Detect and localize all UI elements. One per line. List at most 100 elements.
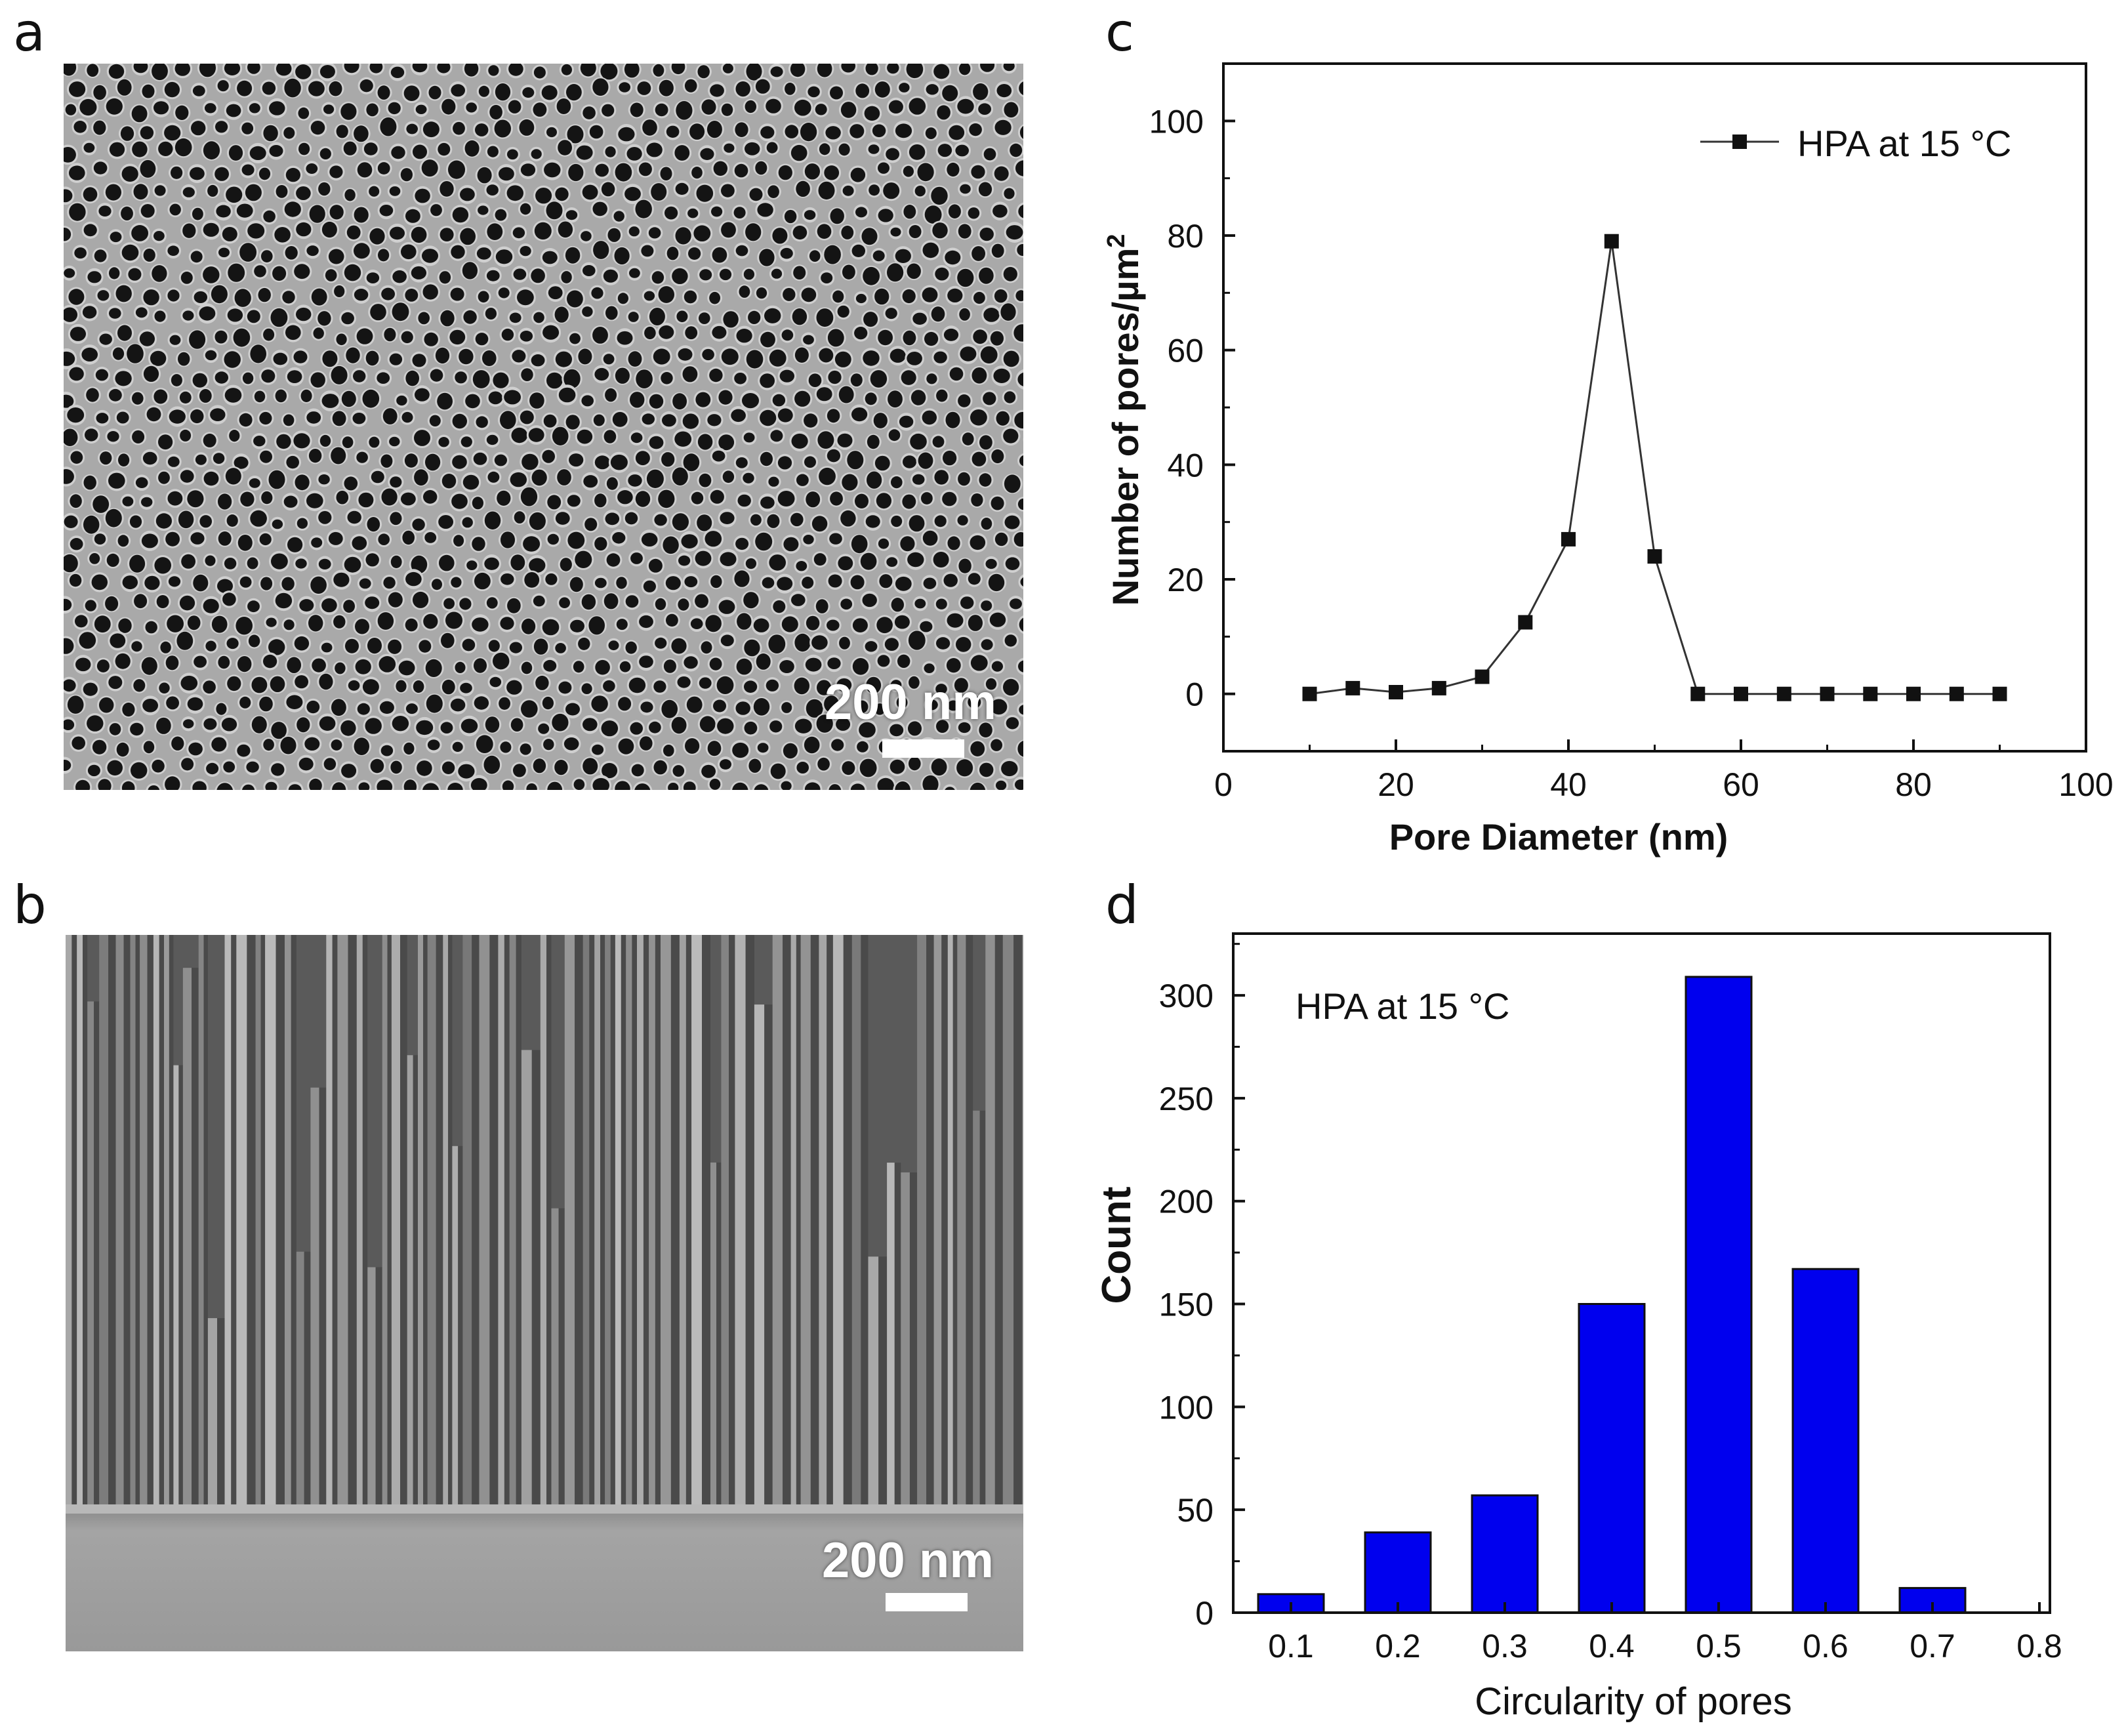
pore: [642, 119, 657, 136]
pore: [1001, 760, 1018, 777]
pore: [400, 168, 413, 182]
pore: [779, 660, 794, 673]
pore: [914, 598, 926, 609]
pore: [606, 553, 621, 567]
pore: [309, 778, 322, 790]
pore: [180, 429, 192, 442]
pore: [181, 758, 194, 771]
pore: [295, 558, 307, 569]
pore: [109, 388, 122, 402]
pore: [487, 471, 500, 483]
pore: [594, 577, 607, 589]
pore: [888, 100, 903, 114]
pore: [830, 491, 843, 506]
pore: [863, 312, 878, 327]
pore: [792, 225, 807, 240]
pore: [804, 413, 818, 428]
chart-c-xtick-label: 60: [1723, 766, 1759, 803]
pore: [478, 205, 489, 215]
pore: [847, 451, 864, 470]
pore: [441, 761, 455, 775]
pore: [203, 222, 219, 237]
pore: [1015, 779, 1023, 790]
pore: [649, 308, 665, 325]
pore: [807, 86, 820, 98]
pore: [455, 661, 466, 673]
pore: [937, 105, 951, 120]
pore: [182, 223, 196, 238]
pore: [824, 695, 839, 713]
pore: [834, 351, 851, 367]
pore: [603, 430, 617, 444]
pore: [612, 532, 626, 544]
nanochannel-wall: [649, 935, 655, 1512]
pore: [979, 435, 992, 450]
pore: [328, 249, 344, 264]
nanochannel-gap: [941, 935, 948, 1512]
pore: [160, 641, 171, 653]
pore: [593, 241, 609, 259]
pore: [1018, 204, 1023, 218]
pore: [851, 535, 868, 554]
pore: [554, 306, 569, 323]
pore: [452, 207, 469, 223]
pore: [819, 143, 830, 155]
pore: [592, 78, 609, 96]
pore: [567, 531, 585, 549]
pore: [87, 64, 99, 77]
pore: [914, 186, 926, 197]
pore: [405, 703, 418, 714]
pore: [697, 65, 710, 79]
pore: [817, 757, 830, 771]
pore: [81, 347, 98, 362]
pore: [666, 247, 679, 260]
pore: [507, 149, 518, 160]
pore: [380, 745, 394, 756]
nanochannel-wall: [551, 1208, 559, 1512]
pore: [247, 557, 258, 569]
pore: [756, 287, 767, 299]
pore: [867, 471, 882, 489]
pore: [432, 579, 442, 590]
pore: [701, 764, 716, 778]
pore: [996, 84, 1012, 98]
pore: [64, 189, 73, 203]
pore: [869, 184, 880, 196]
pore: [379, 701, 394, 714]
pore: [768, 476, 779, 487]
pore: [226, 104, 241, 117]
pore: [603, 680, 615, 692]
pore: [980, 346, 998, 363]
pore: [750, 514, 762, 526]
pore: [617, 331, 633, 345]
pore: [722, 470, 735, 483]
nanochannel-gap: [448, 935, 453, 1512]
pore: [158, 434, 173, 450]
pore: [411, 555, 428, 574]
pore: [242, 372, 254, 384]
pore: [630, 552, 643, 564]
pore: [486, 270, 500, 281]
nanochannel-wall: [679, 935, 686, 1512]
pore: [70, 451, 83, 464]
pore: [498, 287, 510, 299]
pore: [108, 64, 125, 79]
panel-letter-a: a: [13, 2, 46, 63]
pore: [949, 367, 964, 381]
pore: [989, 612, 1006, 627]
pore: [287, 537, 303, 552]
pore: [800, 123, 817, 142]
pore: [629, 268, 640, 278]
pore: [64, 147, 76, 163]
pore: [635, 491, 651, 507]
pore: [298, 757, 314, 771]
pore: [476, 416, 488, 428]
pore: [64, 64, 77, 76]
pore: [298, 107, 310, 119]
pore: [888, 429, 901, 442]
pore: [308, 449, 322, 463]
pore: [595, 163, 609, 177]
pore: [895, 249, 911, 263]
chart-c-point: [1992, 686, 2007, 701]
pore: [546, 127, 557, 138]
